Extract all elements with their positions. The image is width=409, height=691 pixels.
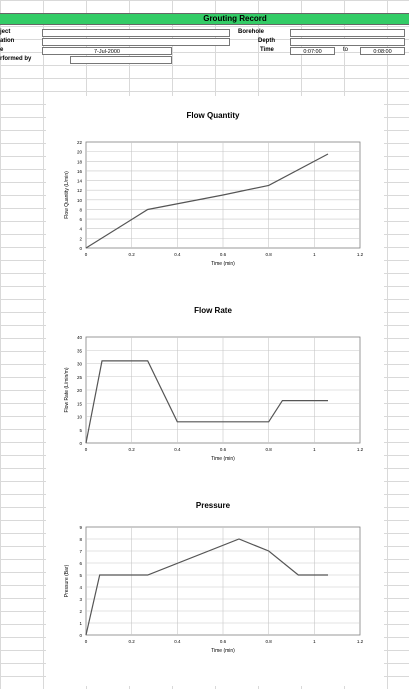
series-line [85,360,328,444]
y-tick-label: 8 [79,207,82,212]
date-label: e [0,47,4,53]
x-axis-label: Time (min) [211,261,235,267]
x-tick-label: 0.8 [266,252,273,257]
depth-field[interactable] [290,38,405,46]
borehole-field[interactable] [290,29,405,37]
y-tick-label: 20 [77,388,83,393]
y-tick-label: 4 [79,585,82,590]
y-tick-label: 30 [77,362,83,367]
performed-by-field[interactable] [70,56,172,64]
y-tick-label: 14 [77,179,83,184]
x-tick-label: 1.2 [357,252,364,257]
y-tick-label: 3 [79,597,82,602]
x-tick-label: 0.4 [174,252,181,257]
y-tick-label: 25 [77,375,83,380]
y-tick-label: 16 [77,169,83,174]
series-line [85,538,328,636]
x-tick-label: 1 [313,252,316,257]
chart-1: Flow Rate 0 5 10 15 20 25 30 35 40 0 0.2 0.4 0.6 0.8 1 1… [64,306,364,462]
y-tick-label: 0 [79,633,82,638]
x-axis-label: Time (min) [211,456,235,462]
y-tick-label: 0 [79,246,82,251]
performed-by-label: rformed by [0,56,32,62]
time-start-field[interactable]: 0:07:00 [290,47,335,55]
x-tick-label: 0.2 [129,252,136,257]
y-axis-label: Flow Quantity (L/min) [64,171,70,219]
x-axis-label: Time (min) [211,648,235,654]
y-tick-label: 6 [79,561,82,566]
time-label: Time [260,47,274,53]
y-axis-label: Flow Rate (L/min/m) [64,367,70,412]
x-tick-label: 0 [85,252,88,257]
y-tick-label: 5 [79,573,82,578]
x-tick-label: 0.2 [129,639,136,644]
y-tick-label: 12 [77,188,83,193]
chart-0: Flow Quantity 0 2 4 6 8 10 12 14 16 18 20 22 0 0.2 0.4 0… [64,111,364,267]
project-label: ject [0,29,11,35]
y-tick-label: 40 [77,335,83,340]
chart-title: Flow Rate [194,306,232,315]
y-tick-label: 7 [79,549,82,554]
y-tick-label: 2 [79,236,82,241]
date-field[interactable]: 7-Jul-2000 [42,47,172,55]
y-tick-label: 22 [77,140,83,145]
x-tick-label: 0.4 [174,447,181,452]
y-tick-label: 9 [79,525,82,530]
x-tick-label: 0 [85,447,88,452]
project-field[interactable] [42,29,230,37]
time-to-label: to [343,47,349,53]
x-tick-label: 0.6 [220,639,227,644]
x-tick-label: 1.2 [357,447,364,452]
y-tick-label: 10 [77,415,83,420]
series-line [85,153,329,249]
depth-label: Depth [258,38,275,44]
x-tick-label: 1 [313,639,316,644]
x-tick-label: 1 [313,447,316,452]
y-tick-label: 15 [77,401,83,406]
chart-title: Flow Quantity [187,111,240,120]
y-tick-label: 1 [79,621,82,626]
x-tick-label: 0 [85,639,88,644]
x-tick-label: 0.2 [129,447,136,452]
y-tick-label: 35 [77,348,83,353]
chart-2: Pressure 0 1 2 3 4 5 6 7 8 9 0 0.2 0.4 0.6 0.8 1 1.2 Time … [64,501,364,654]
time-end-field[interactable]: 0:08:00 [360,47,405,55]
y-tick-label: 10 [77,198,83,203]
x-tick-label: 0.6 [220,447,227,452]
x-tick-label: 0.4 [174,639,181,644]
x-tick-label: 0.8 [266,639,273,644]
y-tick-label: 4 [79,227,82,232]
y-tick-label: 20 [77,150,83,155]
x-tick-label: 1.2 [357,639,364,644]
chart-area: Flow Quantity 0 2 4 6 8 10 12 14 16 18 20 22 0 0.2 0.4 0… [46,96,384,686]
borehole-label: Borehole [238,29,265,35]
y-tick-label: 8 [79,537,82,542]
y-tick-label: 5 [79,428,82,433]
location-field[interactable] [42,38,230,46]
y-tick-label: 2 [79,609,82,614]
sheet-title: Grouting Record [203,14,267,23]
title-bar: Grouting Record [0,13,409,25]
location-label: ation [0,38,15,44]
x-tick-label: 0.8 [266,447,273,452]
y-tick-label: 0 [79,441,82,446]
x-tick-label: 0.6 [220,252,227,257]
y-axis-label: Pressure (Bar) [64,564,70,597]
chart-title: Pressure [196,501,231,510]
y-tick-label: 18 [77,159,83,164]
y-tick-label: 6 [79,217,82,222]
